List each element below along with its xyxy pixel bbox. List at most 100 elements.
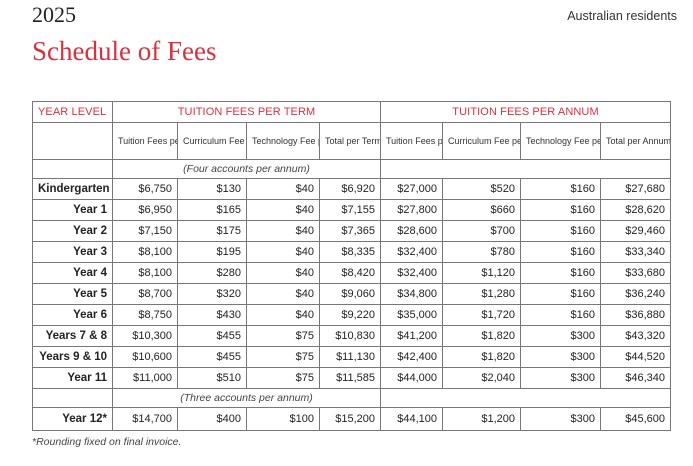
year-level-cell: Year 2 — [32, 220, 113, 242]
fee-cell: $7,155 — [318, 199, 382, 221]
fee-cell: $1,820 — [442, 325, 522, 347]
fee-cell: $510 — [177, 367, 247, 389]
schedule-year: 2025 — [32, 2, 76, 27]
fee-cell: $300 — [520, 346, 602, 368]
fee-cell: $1,200 — [442, 407, 522, 431]
fee-cell: $75 — [246, 367, 320, 389]
fee-cell: $320 — [177, 283, 247, 305]
year-level-header: YEAR LEVEL — [32, 101, 113, 123]
fee-cell: $40 — [246, 199, 320, 221]
fee-cell: $27,680 — [600, 178, 672, 200]
table-row: Year 3 $8,100 $195 $40 $8,335 $32,400 $780 $160… — [32, 241, 672, 263]
table-row: Year 1 $6,950 $165 $40 $7,155 $27,800 $660 $160… — [32, 199, 672, 221]
fee-cell: $160 — [520, 178, 602, 200]
fee-cell: $100 — [246, 407, 320, 431]
fee-cell: $35,000 — [380, 304, 444, 326]
fee-cell: $9,220 — [318, 304, 382, 326]
year-level-cell: Kindergarten — [32, 178, 113, 200]
fee-cell: $300 — [520, 407, 602, 431]
fee-cell: $36,880 — [600, 304, 672, 326]
fee-cell: $75 — [246, 346, 320, 368]
accounts-note-row: (Four accounts per annum) — [32, 159, 672, 179]
fee-cell: $32,400 — [380, 262, 444, 284]
fee-cell: $195 — [177, 241, 247, 263]
fee-cell: $27,800 — [380, 199, 444, 221]
fee-cell: $42,400 — [380, 346, 444, 368]
fee-cell: $6,920 — [318, 178, 382, 200]
fee-cell: $165 — [177, 199, 247, 221]
sub-header: Total per Annum — [600, 122, 672, 160]
fee-cell: $300 — [520, 367, 602, 389]
year-level-cell: Years 7 & 8 — [32, 325, 113, 347]
fee-cell: $1,120 — [442, 262, 522, 284]
fee-cell: $130 — [177, 178, 247, 200]
fee-cell: $6,750 — [112, 178, 178, 200]
year-level-cell: Years 9 & 10 — [32, 346, 113, 368]
fee-cell: $40 — [246, 262, 320, 284]
fee-cell: $10,830 — [318, 325, 382, 347]
fee-cell: $160 — [520, 304, 602, 326]
fee-cell: $28,600 — [380, 220, 444, 242]
sub-header: Technology Fee per Term — [246, 122, 320, 160]
page-title: Schedule of Fees — [32, 36, 217, 66]
fee-cell: $175 — [177, 220, 247, 242]
year-level-cell: Year 4 — [32, 262, 113, 284]
sub-header: Tuition Fees per Annum — [380, 122, 444, 160]
per-annum-header: TUITION FEES PER ANNUM — [380, 101, 672, 123]
fee-cell: $160 — [520, 220, 602, 242]
fee-cell: $28,620 — [600, 199, 672, 221]
three-accounts-note: (Three accounts per annum) — [111, 388, 382, 408]
sub-header-row: Tuition Fees per Term Curriculum Fee per… — [32, 122, 672, 160]
four-accounts-note: (Four accounts per annum) — [111, 159, 382, 179]
fee-cell: $280 — [177, 262, 247, 284]
fee-cell: $9,060 — [318, 283, 382, 305]
fee-cell: $11,130 — [318, 346, 382, 368]
fee-cell: $33,680 — [600, 262, 672, 284]
fee-cell: $10,600 — [112, 346, 178, 368]
table-row: Years 7 & 8 $10,300 $455 $75 $10,830 $41,200 $… — [32, 325, 672, 347]
fee-cell: $29,460 — [600, 220, 672, 242]
fee-cell: $160 — [520, 241, 602, 263]
fee-cell: $1,280 — [442, 283, 522, 305]
fee-cell: $40 — [246, 220, 320, 242]
fees-table: YEAR LEVEL TUITION FEES PER TERM TUITION… — [32, 101, 672, 431]
table-row: Year 5 $8,700 $320 $40 $9,060 $34,800 $1,280 $1… — [32, 283, 672, 305]
residency-label: Australian residents — [567, 9, 677, 23]
fee-cell: $6,950 — [112, 199, 178, 221]
fee-cell: $8,750 — [112, 304, 178, 326]
fee-cell: $455 — [177, 325, 247, 347]
fee-cell: $11,585 — [318, 367, 382, 389]
fee-cell: $46,340 — [600, 367, 672, 389]
fee-cell: $8,100 — [112, 241, 178, 263]
table-row: Year 11 $11,000 $510 $75 $11,585 $44,000 $2,04… — [32, 367, 672, 389]
per-term-header: TUITION FEES PER TERM — [111, 101, 382, 123]
fee-cell: $45,600 — [600, 407, 672, 431]
year-level-cell: Year 1 — [32, 199, 113, 221]
fee-cell: $14,700 — [112, 407, 178, 431]
sub-header: Curriculum Fee per Term — [177, 122, 247, 160]
sub-header: Curriculum Fee per Annum — [442, 122, 522, 160]
fee-cell: $7,365 — [318, 220, 382, 242]
fee-cell: $660 — [442, 199, 522, 221]
fee-cell: $11,000 — [112, 367, 178, 389]
sub-header: Technology Fee per Annum — [520, 122, 602, 160]
fee-cell: $75 — [246, 325, 320, 347]
year-level-cell: Year 3 — [32, 241, 113, 263]
table-row: Year 2 $7,150 $175 $40 $7,365 $28,600 $700 $160… — [32, 220, 672, 242]
fee-cell: $2,040 — [442, 367, 522, 389]
table-row: Year 4 $8,100 $280 $40 $8,420 $32,400 $1,120 $1… — [32, 262, 672, 284]
fee-cell: $1,820 — [442, 346, 522, 368]
fee-cell: $160 — [520, 283, 602, 305]
fee-cell: $27,000 — [380, 178, 444, 200]
year-level-cell: Year 12* — [32, 407, 113, 431]
table-row: Year 12* $14,700 $400 $100 $15,200 $44,1… — [32, 407, 672, 431]
fee-cell: $160 — [520, 262, 602, 284]
table-row: Years 9 & 10 $10,600 $455 $75 $11,130 $42,400… — [32, 346, 672, 368]
fee-cell: $8,100 — [112, 262, 178, 284]
fee-cell: $430 — [177, 304, 247, 326]
fee-cell: $40 — [246, 241, 320, 263]
fee-cell: $780 — [442, 241, 522, 263]
fee-cell: $8,335 — [318, 241, 382, 263]
fee-cell: $520 — [442, 178, 522, 200]
fee-cell: $400 — [177, 407, 247, 431]
